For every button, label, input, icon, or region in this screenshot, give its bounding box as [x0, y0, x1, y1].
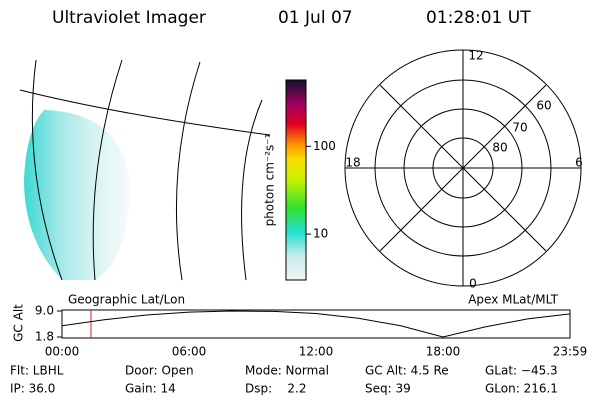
lat-label: 80 [492, 141, 507, 155]
status-field: GC Alt: 4.5 Re [365, 364, 449, 378]
mlt-label: 6 [575, 156, 583, 170]
status-field: Flt: LBHL [10, 364, 64, 378]
y-tick-label: 9.0 [35, 304, 54, 318]
colorbar [285, 79, 307, 281]
lat-label: 70 [512, 121, 527, 135]
lat-line [19, 89, 271, 136]
status-field: GLon: 216.1 [485, 382, 558, 396]
spoke [379, 84, 547, 252]
x-tick-label: 18:00 [426, 345, 461, 359]
colorbar-tick-label: 100 [313, 139, 336, 153]
status-field: Gain: 14 [125, 382, 176, 396]
uv-image [19, 59, 271, 281]
date: 01 Jul 07 [278, 8, 353, 28]
title: Ultraviolet Imager [52, 8, 206, 28]
y-tick-label: 1.8 [35, 330, 54, 344]
mlt-label: 0 [469, 277, 477, 291]
lon-line [31, 59, 63, 281]
colorbar-label: photon cm⁻²s⁻¹ [263, 133, 277, 226]
lon-line [241, 99, 263, 281]
status-field: Seq: 39 [365, 382, 411, 396]
colorbar-tick-label: 10 [313, 227, 328, 241]
status-field: Mode: Normal [245, 364, 329, 378]
apex-title: Apex MLat/MLT [468, 293, 558, 307]
status-field: GLat: −45.3 [485, 364, 558, 378]
status-field: IP: 36.0 [10, 382, 55, 396]
mlt-label: 18 [345, 156, 360, 170]
time: 01:28:01 UT [426, 8, 531, 28]
aurora-emission [24, 110, 130, 280]
x-tick-label: 06:00 [172, 345, 207, 359]
status-field: Door: Open [125, 364, 194, 378]
altitude-ylabel: GC Alt [12, 304, 26, 342]
polar-grid [344, 49, 582, 287]
x-tick-label: 00:00 [45, 345, 80, 359]
status-field: Dsp: 2.2 [245, 382, 307, 396]
lat-label: 60 [536, 99, 551, 113]
mlt-label: 12 [468, 49, 483, 63]
altitude-curve [61, 310, 571, 338]
geo-title: Geographic Lat/Lon [68, 293, 185, 307]
x-tick-label: 12:00 [299, 345, 334, 359]
altitude-box [61, 309, 571, 339]
x-tick-label: 23:59 [553, 345, 588, 359]
lon-line [175, 61, 201, 281]
lon-line [92, 59, 123, 281]
